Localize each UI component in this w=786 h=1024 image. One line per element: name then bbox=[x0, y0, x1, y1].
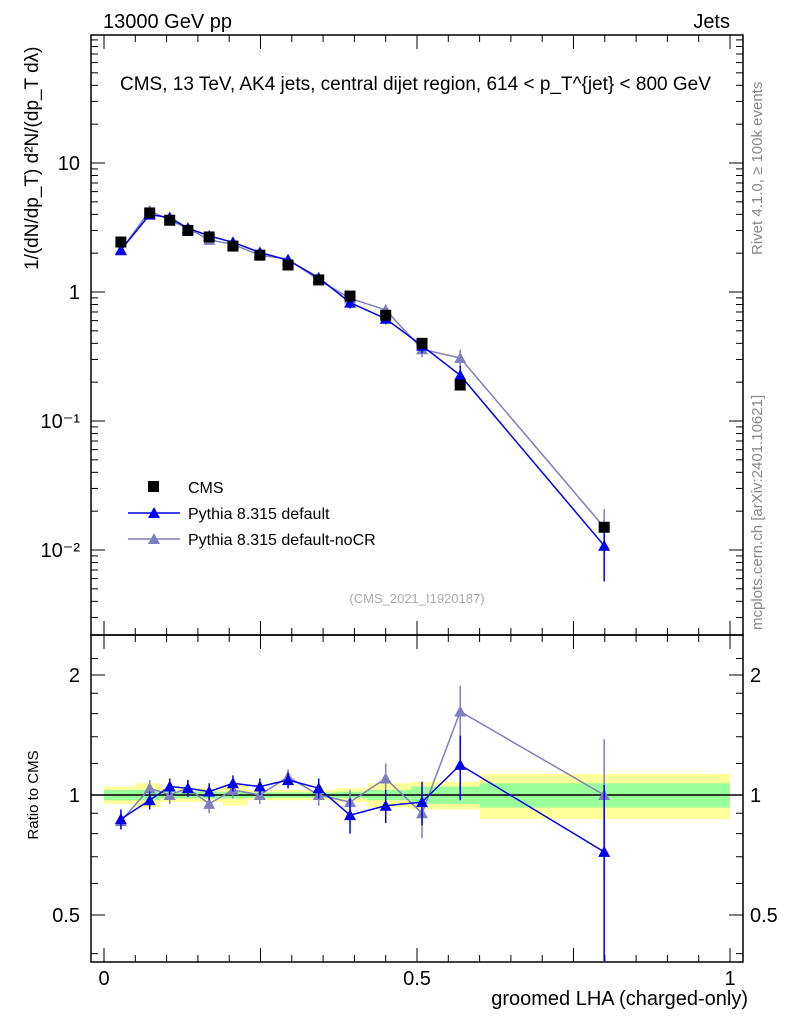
mcplots-label: mcplots.cern.ch [arXiv:2401.10621] bbox=[749, 395, 766, 630]
cms-data-point bbox=[380, 309, 392, 321]
ratio-data-point bbox=[379, 772, 392, 784]
cms-data-point bbox=[454, 379, 466, 391]
cms-data-point bbox=[254, 249, 266, 261]
analysis-id: (CMS_2021_I1920187) bbox=[349, 591, 484, 606]
header-left: 13000 GeV pp bbox=[103, 11, 232, 33]
cms-data-point bbox=[182, 224, 194, 236]
ratio-data-point bbox=[203, 785, 216, 797]
ratio-data-point bbox=[454, 758, 467, 770]
ratio-data-point bbox=[282, 774, 295, 786]
ratio-y-tick-label: 2 bbox=[69, 665, 80, 687]
cms-data-point bbox=[203, 231, 215, 243]
y-tick-label: 10⁻² bbox=[41, 540, 81, 562]
rivet-label: Rivet 4.1.0, ≥ 100k events bbox=[749, 82, 766, 255]
data-point bbox=[344, 296, 357, 308]
ratio-data-point bbox=[114, 813, 127, 825]
cms-data-point bbox=[416, 337, 428, 349]
cms-data-point bbox=[144, 207, 156, 219]
cms-data-point bbox=[164, 214, 176, 226]
ratio-data-point bbox=[203, 797, 216, 809]
legend-marker-default bbox=[148, 507, 160, 518]
x-tick-label: 0 bbox=[98, 968, 109, 990]
header-right: Jets bbox=[693, 11, 730, 33]
ratio-data-point bbox=[143, 794, 156, 806]
y-tick-label: 1 bbox=[69, 282, 80, 304]
x-tick-label: 0.5 bbox=[403, 968, 431, 990]
legend-marker-cms bbox=[148, 481, 159, 492]
y-axis-label: 1/(dN/dp_T) d²N/(dp_T dλ) bbox=[22, 46, 43, 270]
ratio-data-point bbox=[454, 705, 467, 717]
ratio-data-point bbox=[379, 799, 392, 811]
data-point bbox=[598, 539, 611, 551]
cms-data-point bbox=[282, 259, 294, 271]
ratio-data-point bbox=[143, 782, 156, 794]
ratio-y-label: Ratio to CMS bbox=[25, 750, 42, 839]
legend: CMS Pythia 8.315 default Pythia 8.315 de… bbox=[128, 480, 376, 549]
ratio-data-point bbox=[181, 782, 194, 794]
ratio-data-point bbox=[416, 796, 429, 808]
cms-data-point bbox=[344, 290, 356, 302]
ratio-series-line bbox=[120, 710, 605, 822]
y-tick-label: 10 bbox=[58, 153, 80, 175]
data-point bbox=[454, 352, 467, 364]
x-tick-label: 1 bbox=[724, 968, 735, 990]
chart-title: CMS, 13 TeV, AK4 jets, central dijet reg… bbox=[120, 74, 711, 95]
ratio-y-tick-label: 0.5 bbox=[52, 905, 80, 927]
y-tick-label: 10⁻¹ bbox=[41, 411, 81, 433]
data-point bbox=[114, 243, 127, 255]
legend-label-default: Pythia 8.315 default bbox=[188, 506, 330, 523]
data-point bbox=[454, 369, 467, 381]
ratio-data-point bbox=[253, 780, 266, 792]
ratio-y-tick-label-right: 1 bbox=[750, 785, 761, 807]
ratio-y-tick-label-right: 2 bbox=[750, 665, 761, 687]
legend-label-cms: CMS bbox=[188, 480, 224, 497]
cms-data-point bbox=[227, 240, 239, 252]
cms-data-point bbox=[115, 236, 127, 248]
ratio-data-point bbox=[598, 845, 611, 857]
ratio-y-tick-label-right: 0.5 bbox=[750, 905, 778, 927]
ratio-data-point bbox=[312, 782, 325, 794]
x-axis-label: groomed LHA (charged-only) bbox=[491, 988, 748, 1010]
ratio-y-tick-label: 1 bbox=[69, 785, 80, 807]
ratio-data-point bbox=[344, 809, 357, 821]
cms-data-point bbox=[313, 274, 325, 286]
ratio-data-point bbox=[163, 780, 176, 792]
legend-label-nocr: Pythia 8.315 default-noCR bbox=[188, 532, 376, 549]
cms-data-point bbox=[598, 521, 610, 533]
ratio-data-point bbox=[226, 777, 239, 789]
legend-marker-nocr bbox=[148, 533, 160, 544]
